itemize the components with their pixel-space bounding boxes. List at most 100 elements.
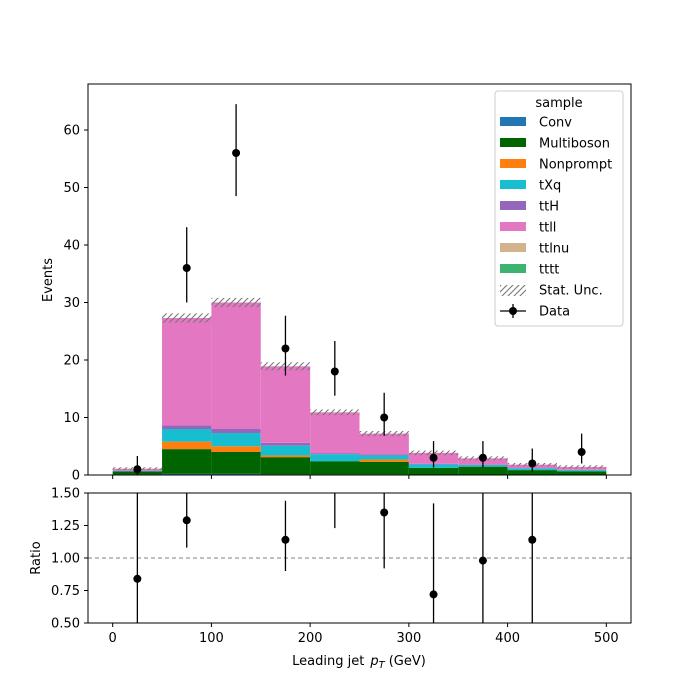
data-point-7 (478, 453, 487, 462)
bar-multiboson-bin-8 (507, 470, 557, 475)
ratio-point-3 (281, 535, 290, 544)
data-point-8 (528, 459, 537, 468)
bar-txq-bin-5 (359, 455, 409, 460)
x-tick-label: 200 (298, 631, 323, 646)
data-points (133, 104, 586, 475)
ratio-point-7 (478, 556, 487, 565)
legend-label-multiboson: Multiboson (539, 137, 610, 152)
legend-label-ttlnu: ttlnu (539, 242, 569, 257)
main-y-tick-label: 20 (63, 354, 80, 369)
main-panel: 0 10 20 30 40 50 60 Events (41, 83, 632, 484)
bar-tth-bin-4 (310, 453, 360, 455)
bar-conv-bin-2 (211, 473, 261, 475)
legend-items: Conv Multiboson Nonprompt tXq ttH ttll ttlnu tt… (500, 116, 612, 320)
legend-swatch-txq (500, 180, 526, 189)
data-point-5 (380, 413, 389, 422)
x-axis-label-math: p (369, 654, 378, 669)
bar-multiboson-bin-9 (556, 471, 607, 475)
main-axes-frame (87, 83, 632, 476)
main-y-tick-label: 40 (63, 239, 80, 254)
data-point-4 (330, 367, 339, 376)
x-axis-label: Leading jet pT (GeV) (292, 654, 426, 671)
ratio-y-tick-label: 0.50 (51, 617, 80, 632)
bar-ttll-bin-1 (162, 318, 212, 426)
bar-nonprompt-bin-3 (260, 455, 311, 458)
main-y-tick-label: 60 (63, 124, 80, 139)
data-point-6 (429, 453, 438, 462)
bar-ttll-bin-4 (310, 412, 360, 454)
stacked-histogram (112, 302, 607, 475)
bar-tth-bin-3 (260, 442, 311, 446)
main-y-axis-label: Events (41, 258, 56, 302)
main-y-ticks: 0 10 20 30 40 50 60 (63, 124, 88, 484)
bar-nonprompt-bin-5 (359, 459, 409, 462)
ratio-y-tick-label: 0.75 (51, 584, 80, 599)
x-axis-label-sub: T (379, 660, 386, 671)
main-x-ticks (112, 475, 607, 479)
x-tick-label: 0 (109, 631, 117, 646)
ratio-y-axis-label: Ratio (29, 541, 44, 574)
legend-data-marker (509, 307, 517, 315)
legend-label-tttt: tttt (539, 263, 559, 278)
bar-multiboson-bin-4 (310, 461, 360, 475)
legend-label-txq: tXq (539, 179, 561, 194)
ratio-point-1 (182, 516, 191, 525)
legend-swatch-stat-unc (500, 285, 526, 296)
legend-label-tth: ttH (539, 200, 559, 215)
x-tick-label: 100 (199, 631, 224, 646)
ratio-point-0 (133, 574, 142, 583)
legend-swatch-ttlnu (500, 243, 526, 252)
legend-label-nonprompt: Nonprompt (539, 158, 612, 173)
bar-nonprompt-bin-2 (211, 446, 261, 452)
data-point-2 (232, 149, 241, 157)
bar-multiboson-bin-1 (162, 449, 212, 474)
legend-swatch-tth (500, 201, 526, 210)
legend-swatch-ttll (500, 222, 526, 231)
bar-multiboson-bin-2 (211, 452, 261, 474)
bar-multiboson-bin-3 (260, 457, 311, 475)
stat-unc-bin-4 (310, 409, 360, 416)
bar-conv-bin-1 (162, 473, 212, 475)
bar-txq-bin-4 (310, 454, 360, 462)
stat-unc-bin-9 (556, 465, 607, 469)
bar-ttll-bin-5 (359, 433, 409, 455)
main-y-tick-label: 30 (63, 296, 80, 311)
x-tick-label: 300 (396, 631, 421, 646)
ratio-points (133, 476, 537, 623)
ratio-y-tick-label: 1.25 (51, 519, 80, 534)
ratio-axes-frame (87, 492, 632, 624)
data-point-1 (182, 264, 191, 272)
bar-multiboson-bin-7 (458, 466, 508, 475)
ratio-panel: 0.50 0.75 1.00 1.25 1.50 0 100 200 300 400 500 Ra… (29, 476, 632, 646)
ratio-point-4 (331, 476, 339, 484)
ratio-y-tick-label: 1.50 (51, 487, 80, 502)
main-y-tick-label: 10 (63, 411, 80, 426)
legend-label-ttll: ttll (539, 221, 556, 236)
ratio-y-ticks: 0.50 0.75 1.00 1.25 1.50 (51, 487, 88, 632)
bar-txq-bin-2 (211, 433, 261, 447)
data-point-0 (133, 465, 142, 474)
bar-txq-bin-1 (162, 429, 212, 442)
legend-swatch-conv (500, 117, 526, 126)
bar-ttll-bin-3 (260, 366, 311, 443)
ratio-point-5 (380, 508, 389, 517)
legend-label-stat-unc: Stat. Unc. (539, 284, 603, 299)
main-y-tick-label: 0 (72, 469, 80, 484)
bar-txq-bin-9 (556, 470, 607, 472)
ratio-y-tick-label: 1.00 (51, 552, 80, 567)
legend-label-conv: Conv (539, 116, 572, 131)
bar-tth-bin-5 (359, 454, 409, 456)
legend-frame (494, 90, 624, 327)
bar-multiboson-bin-6 (408, 467, 459, 475)
bar-multiboson-bin-5 (359, 461, 409, 475)
x-tick-label: 400 (495, 631, 520, 646)
legend-title: sample (535, 96, 582, 111)
bar-txq-bin-3 (260, 445, 311, 456)
x-axis-label-text: Leading jet (292, 654, 364, 669)
ratio-x-ticks: 0 100 200 300 400 500 (109, 623, 619, 646)
x-tick-label: 500 (594, 631, 619, 646)
bar-ttll-bin-2 (211, 302, 261, 429)
legend: sample Conv Multiboson Nonprompt tXq ttH ttll… (494, 90, 624, 327)
legend-label-data: Data (539, 305, 570, 320)
